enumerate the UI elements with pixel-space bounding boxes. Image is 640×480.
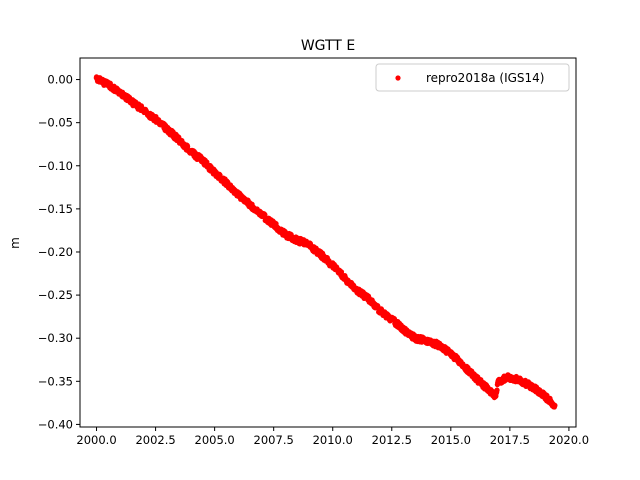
x-tick-label: 2017.5 bbox=[490, 433, 530, 447]
data-point bbox=[93, 75, 100, 81]
series-points bbox=[93, 74, 558, 410]
data-point bbox=[341, 275, 348, 281]
y-tick-label: −0.30 bbox=[38, 331, 73, 345]
data-point bbox=[471, 374, 478, 380]
y-axis-label: m bbox=[8, 237, 22, 249]
data-point bbox=[542, 394, 549, 400]
data-point bbox=[518, 378, 525, 385]
data-point bbox=[152, 116, 159, 123]
y-tick-label: −0.10 bbox=[38, 159, 73, 173]
data-point bbox=[509, 375, 516, 381]
chart-title: WGTT E bbox=[301, 38, 355, 54]
data-point bbox=[329, 262, 336, 269]
data-point bbox=[483, 384, 490, 391]
data-point bbox=[412, 335, 419, 342]
data-point bbox=[551, 402, 558, 409]
data-point bbox=[502, 375, 508, 381]
x-tick-label: 2015.0 bbox=[431, 433, 471, 447]
data-point bbox=[259, 212, 265, 218]
x-tick-label: 2012.5 bbox=[372, 433, 412, 447]
y-tick-label: −0.25 bbox=[38, 288, 73, 302]
y-tick-label: −0.35 bbox=[38, 374, 73, 388]
data-point bbox=[459, 361, 466, 367]
data-point bbox=[388, 316, 395, 323]
data-point bbox=[164, 126, 171, 133]
data-point bbox=[353, 287, 360, 293]
data-point bbox=[448, 350, 454, 357]
data-point bbox=[100, 79, 107, 85]
x-tick-label: 2010.0 bbox=[313, 433, 353, 447]
x-ticks: 2000.0 2002.5 2005.0 2007.5 2010.0 2012.5 2015… bbox=[76, 427, 589, 447]
data-point bbox=[211, 169, 218, 176]
data-point bbox=[235, 191, 242, 198]
data-point bbox=[294, 237, 301, 243]
data-point bbox=[117, 90, 123, 97]
data-point bbox=[424, 337, 431, 344]
data-point bbox=[247, 201, 253, 208]
y-tick-label: −0.20 bbox=[38, 245, 73, 259]
y-tick-label: −0.40 bbox=[38, 417, 73, 431]
data-point bbox=[282, 231, 289, 238]
data-point bbox=[530, 384, 537, 391]
y-tick-label: −0.15 bbox=[38, 202, 73, 216]
data-point bbox=[436, 342, 442, 348]
data-point bbox=[306, 242, 312, 248]
legend-box bbox=[375, 63, 570, 92]
legend-label: repro2018a (IGS14) bbox=[426, 71, 544, 85]
data-point bbox=[200, 157, 206, 164]
data-point bbox=[365, 295, 371, 302]
y-tick-label: −0.05 bbox=[38, 116, 73, 130]
x-tick-label: 2005.0 bbox=[195, 433, 235, 447]
plot-area bbox=[93, 74, 558, 410]
data-point bbox=[188, 149, 194, 155]
data-point bbox=[270, 221, 277, 228]
data-point bbox=[223, 180, 230, 186]
plot-frame bbox=[79, 57, 577, 428]
legend: repro2018a (IGS14) bbox=[375, 63, 570, 92]
data-point bbox=[492, 393, 499, 399]
x-tick-label: 2000.0 bbox=[76, 433, 116, 447]
data-point bbox=[140, 107, 147, 114]
x-tick-label: 2020.0 bbox=[549, 433, 589, 447]
data-point bbox=[129, 99, 135, 105]
x-tick-label: 2007.5 bbox=[254, 433, 294, 447]
data-point bbox=[495, 380, 501, 386]
legend-marker bbox=[395, 75, 401, 81]
data-point bbox=[107, 83, 114, 90]
y-ticks: 0.00 −0.05 −0.10 −0.15 −0.20 −0.25 −0.30 −0.35 −… bbox=[38, 73, 80, 431]
y-tick-label: 0.00 bbox=[47, 73, 73, 87]
data-point bbox=[400, 326, 407, 333]
data-point bbox=[377, 307, 383, 314]
data-point bbox=[176, 137, 182, 143]
x-tick-label: 2002.5 bbox=[135, 433, 175, 447]
data-point bbox=[494, 387, 500, 393]
data-point bbox=[318, 251, 324, 258]
